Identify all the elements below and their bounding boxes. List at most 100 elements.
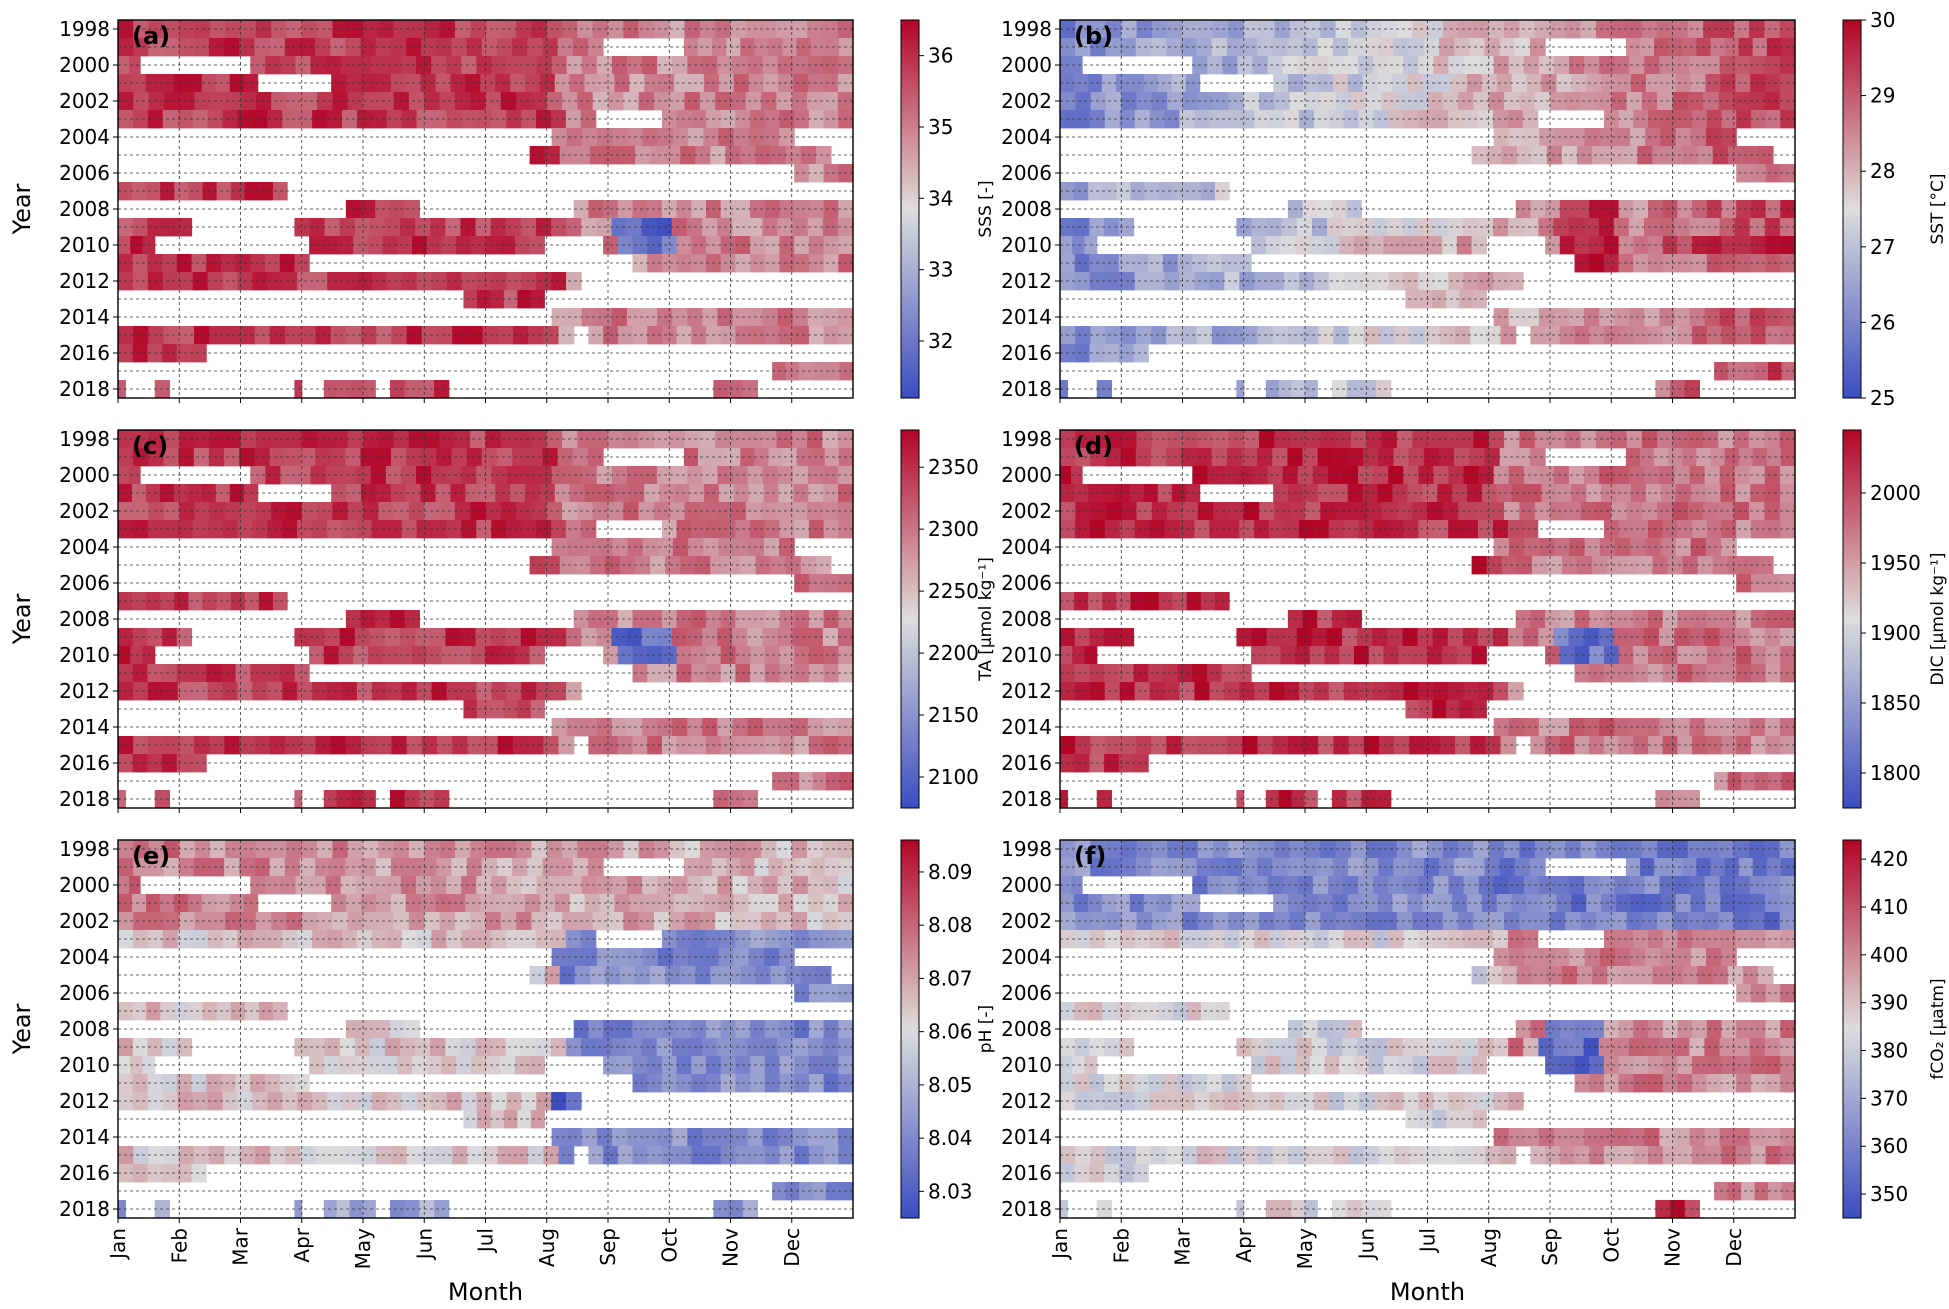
heat-cell <box>439 840 456 859</box>
heat-cell <box>1427 840 1444 859</box>
heat-cell <box>1595 912 1612 931</box>
heat-cell <box>300 1146 317 1165</box>
heat-cell <box>1633 646 1649 665</box>
heat-cell <box>1381 20 1398 39</box>
heat-cell <box>702 876 718 895</box>
heat-cell <box>1530 1020 1546 1039</box>
heat-cell <box>1523 1128 1540 1147</box>
heat-cell <box>1381 912 1398 931</box>
heat-cell <box>1433 56 1450 75</box>
heat-cell <box>1736 1056 1752 1075</box>
heat-cell <box>1554 128 1571 147</box>
heat-cell <box>791 92 808 111</box>
heat-cell <box>1297 876 1314 895</box>
heat-cell <box>1211 1146 1228 1165</box>
heat-cell <box>162 754 178 773</box>
heat-cell <box>1692 200 1708 219</box>
heat-cell <box>1320 840 1337 859</box>
heat-cell <box>1087 894 1103 913</box>
heat-cell <box>536 520 552 539</box>
heat-cell <box>1765 520 1781 539</box>
heat-cell <box>1736 1020 1752 1039</box>
heat-cell <box>312 520 328 539</box>
heat-cell <box>1272 858 1288 877</box>
heat-cell <box>1171 894 1187 913</box>
heat-cell <box>1511 74 1528 93</box>
heat-cell <box>215 894 231 913</box>
heat-cell <box>1481 484 1498 503</box>
heat-cell <box>1710 38 1726 57</box>
heat-cell <box>1151 840 1168 859</box>
heat-cell <box>1583 628 1600 647</box>
colorbar-gradient <box>1842 839 1862 1219</box>
heat-cell <box>1381 840 1398 859</box>
heat-cell <box>1463 466 1480 485</box>
heat-cell <box>1073 74 1089 93</box>
heat-cell <box>347 430 364 449</box>
heat-cell <box>1236 1038 1253 1057</box>
heat-cell <box>349 790 363 809</box>
heat-cell <box>1381 502 1398 521</box>
heat-cell <box>1724 38 1740 57</box>
heat-cell <box>611 718 628 737</box>
heat-cell <box>612 128 629 147</box>
heat-cell <box>1662 110 1678 129</box>
heat-cell <box>1236 218 1253 237</box>
heat-cell <box>1481 894 1498 913</box>
heat-cell <box>1211 736 1228 755</box>
y-tick-label: 2014 <box>59 305 110 329</box>
heat-cell <box>317 92 333 111</box>
heat-cell <box>762 1128 779 1147</box>
y-tick-label: 2000 <box>1001 463 1052 487</box>
heat-cell <box>1302 610 1318 629</box>
heat-cell <box>1158 1002 1174 1021</box>
heat-cell <box>1469 858 1486 877</box>
heat-cell <box>611 628 628 647</box>
heat-cell <box>1501 146 1518 165</box>
heat-cell <box>527 38 544 57</box>
heat-cell <box>362 1200 376 1219</box>
heat-cell <box>1104 1092 1121 1111</box>
heat-cell <box>193 326 210 345</box>
heat-cell <box>812 772 827 791</box>
heat-cell <box>193 448 210 467</box>
heat-cell <box>608 430 624 449</box>
heat-cell <box>1331 200 1348 219</box>
heat-cell <box>1667 556 1684 575</box>
heat-cell <box>1645 894 1662 913</box>
heat-cell <box>1272 448 1288 467</box>
heat-cell <box>1422 484 1438 503</box>
heat-cell <box>476 290 491 309</box>
heat-cell <box>1704 56 1721 75</box>
heat-cell <box>822 56 839 75</box>
heat-cell <box>745 912 762 931</box>
heat-cell <box>1687 92 1704 111</box>
heat-cell <box>517 290 532 309</box>
heat-cell <box>823 254 839 273</box>
y-tick-label: 2012 <box>1001 679 1052 703</box>
heat-cell <box>118 380 126 399</box>
heat-cell <box>371 110 388 129</box>
heat-cell <box>1592 556 1608 575</box>
heat-cell <box>1565 502 1582 521</box>
heat-cell <box>408 840 425 859</box>
heat-cell <box>174 1002 190 1021</box>
heat-cell <box>695 146 712 165</box>
heat-cell <box>1733 502 1750 521</box>
heat-cell <box>691 254 707 273</box>
heat-cell <box>1182 912 1199 931</box>
heat-cell <box>336 380 351 399</box>
heat-cell <box>1357 1038 1373 1057</box>
heat-cell <box>516 840 533 859</box>
heat-cell <box>1704 308 1721 327</box>
heat-cell <box>683 448 699 467</box>
heat-cell <box>450 894 466 913</box>
heat-cell <box>1115 484 1131 503</box>
heat-cell <box>1752 448 1768 467</box>
heat-cell <box>371 682 388 701</box>
heat-cell <box>191 754 207 773</box>
heat-cell <box>390 74 407 93</box>
heat-cell <box>431 520 448 539</box>
x-axis-label: Month <box>1390 1278 1465 1306</box>
